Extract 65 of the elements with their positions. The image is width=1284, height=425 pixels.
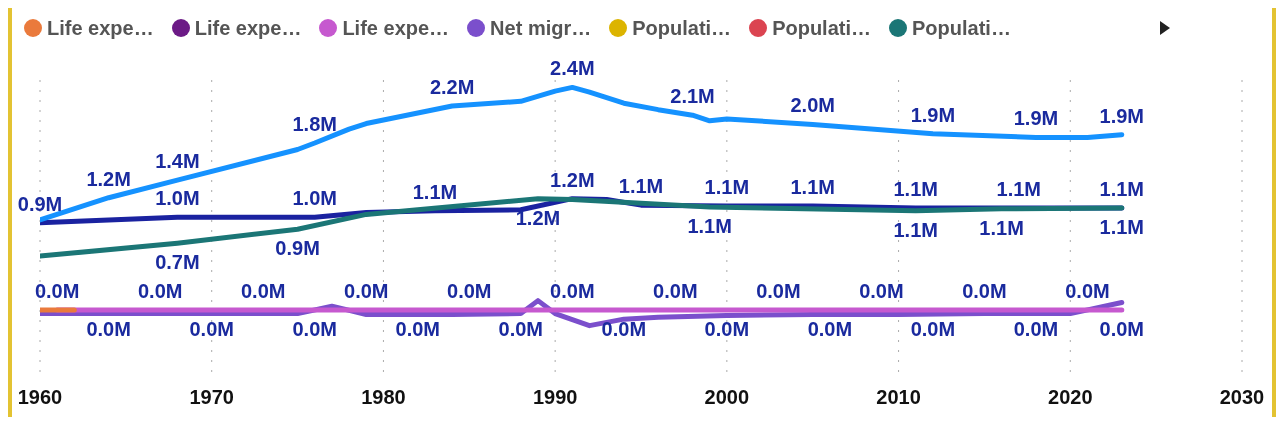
data-label: 1.1M (996, 177, 1042, 200)
data-label: 1.2M (86, 167, 131, 190)
legend-label: Life expe… (47, 16, 154, 40)
data-label: 1.1M (618, 175, 664, 198)
data-label: 1.1M (412, 180, 458, 203)
data-label: 1.9M (1099, 104, 1145, 127)
data-label: 1.1M (687, 215, 732, 237)
legend-label: Life expe… (194, 16, 302, 40)
data-label: 0.0M (395, 317, 441, 340)
data-label: 0.0M (910, 317, 956, 340)
data-label: 0.7M (155, 251, 200, 274)
data-label: 0.0M (137, 279, 183, 302)
data-label: 0.0M (704, 317, 750, 340)
data-label: 0.0M (189, 317, 234, 340)
data-label: 0.9M (275, 237, 320, 260)
legend-label: Life expe… (342, 16, 450, 40)
data-label: 2.1M (670, 85, 715, 108)
data-label: 0.0M (601, 317, 647, 340)
data-label: 1.0M (155, 187, 200, 210)
x-tick-label: 2030 (1219, 386, 1265, 409)
data-label: 1.1M (979, 216, 1024, 239)
data-label: 0.0M (86, 317, 131, 340)
data-label: 0.0M (1099, 317, 1145, 340)
data-label: 1.1M (1099, 215, 1145, 238)
legend-label: Populati… (912, 16, 1011, 40)
data-label: 0.0M (34, 279, 80, 302)
data-label: 0.0M (447, 279, 492, 302)
legend-label: Net migr… (490, 16, 592, 40)
x-tick-label: 1970 (189, 386, 234, 409)
data-label: 0.0M (859, 279, 904, 302)
data-label: 0.0M (550, 279, 595, 302)
data-label: 1.0M (292, 187, 337, 210)
x-tick-label: 2000 (704, 386, 750, 409)
data-label: 1.2M (515, 206, 561, 229)
data-label: 1.4M (155, 150, 200, 173)
data-label: 1.1M (893, 218, 938, 241)
data-label: 0.0M (292, 317, 337, 340)
data-label: 0.0M (240, 279, 286, 302)
data-label: 0.0M (962, 279, 1007, 302)
data-label: 0.0M (1013, 317, 1059, 340)
data-label: 0.9M (17, 192, 63, 215)
data-label: 2.0M (790, 94, 835, 117)
data-label: 0.0M (498, 317, 544, 340)
legend-label: Populati… (772, 16, 872, 40)
data-label: 1.1M (704, 176, 750, 199)
x-tick-label: 1980 (361, 386, 406, 409)
x-tick-label: 1990 (532, 386, 578, 409)
data-label: 2.2M (429, 75, 475, 98)
data-label: 1.2M (550, 168, 595, 191)
data-label: 1.1M (893, 177, 938, 200)
data-label: 1.1M (790, 176, 835, 199)
legend-label: Populati… (632, 16, 732, 40)
data-label: 0.0M (653, 279, 698, 302)
data-label: 1.9M (910, 103, 956, 126)
data-label: 0.0M (756, 279, 801, 302)
x-tick-label: 2010 (876, 386, 921, 409)
data-label: 2.4M (550, 57, 595, 80)
x-tick-label: 1960 (17, 386, 63, 409)
data-label: 0.0M (344, 279, 389, 302)
data-label: 0.0M (807, 317, 853, 340)
x-tick-label: 2020 (1048, 386, 1093, 409)
data-label: 1.1M (1099, 177, 1145, 200)
data-label: 1.9M (1013, 107, 1059, 130)
data-label: 1.8M (292, 113, 337, 136)
data-label: 0.0M (1065, 279, 1110, 302)
